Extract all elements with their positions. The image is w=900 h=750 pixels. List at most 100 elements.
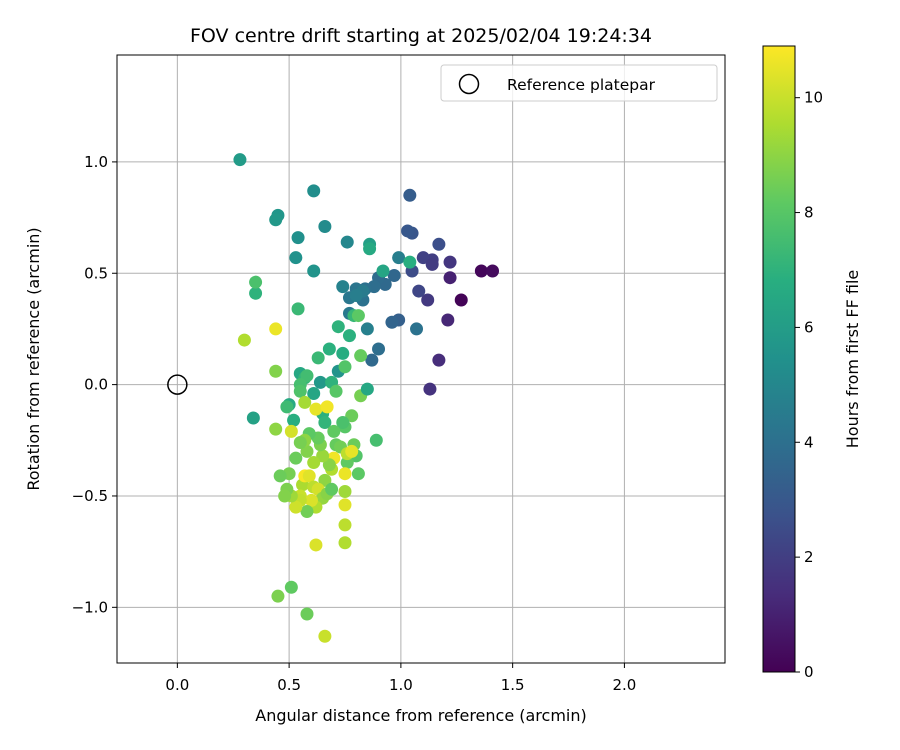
data-point — [289, 251, 303, 265]
data-point — [369, 433, 383, 447]
data-point — [269, 364, 283, 378]
data-point — [329, 384, 343, 398]
x-tick-label: 1.5 — [501, 676, 525, 694]
y-tick-label: 0.0 — [84, 376, 108, 394]
data-point — [313, 375, 327, 389]
data-point — [269, 213, 283, 227]
data-point — [320, 400, 334, 414]
data-point — [425, 257, 439, 271]
data-point — [246, 411, 260, 425]
data-point — [269, 322, 283, 336]
data-point — [423, 382, 437, 396]
data-point — [351, 467, 365, 481]
data-point — [486, 264, 500, 278]
data-point — [365, 353, 379, 367]
x-tick-label: 0.0 — [165, 676, 189, 694]
data-point — [233, 153, 247, 167]
x-axis-label: Angular distance from reference (arcmin) — [255, 706, 586, 725]
reference-marker — [167, 374, 188, 395]
data-point — [249, 275, 263, 289]
x-tick-label: 2.0 — [612, 676, 636, 694]
data-point — [300, 444, 314, 458]
data-point — [300, 369, 314, 383]
x-tick-label: 0.5 — [277, 676, 301, 694]
legend-entry: Reference platepar — [507, 76, 656, 94]
data-point — [284, 580, 298, 594]
data-point — [360, 322, 374, 336]
data-point — [338, 360, 352, 374]
data-point — [443, 255, 457, 269]
data-point — [338, 467, 352, 481]
data-point — [269, 422, 283, 436]
data-point — [403, 188, 417, 202]
data-point — [271, 589, 285, 603]
data-point — [376, 264, 390, 278]
data-point — [340, 456, 354, 470]
colorbar-tick-label: 2 — [804, 548, 814, 566]
y-axis-ticks: −1.0 −0.5 0.0 0.5 1.0 — [72, 153, 117, 616]
grid-lines — [117, 55, 725, 663]
data-point — [318, 219, 332, 233]
data-point — [322, 342, 336, 356]
data-point — [340, 235, 354, 249]
data-point — [338, 518, 352, 532]
plot-frame — [116, 54, 726, 664]
legend: Reference platepar — [440, 64, 718, 102]
data-point — [307, 184, 321, 198]
y-tick-label: −1.0 — [72, 598, 108, 616]
data-point — [302, 469, 316, 483]
colorbar-label: Hours from first FF file — [843, 270, 862, 449]
data-point — [403, 255, 417, 269]
data-point — [289, 451, 303, 465]
data-point — [237, 333, 251, 347]
colorbar-tick-label: 0 — [804, 663, 814, 681]
data-point — [293, 384, 307, 398]
data-point — [345, 409, 359, 423]
y-tick-label: −0.5 — [72, 487, 108, 505]
data-point — [421, 293, 435, 307]
data-point — [300, 607, 314, 621]
data-point — [354, 349, 368, 363]
data-point — [336, 346, 350, 360]
data-point — [338, 536, 352, 550]
colorbar-tick-label: 10 — [804, 89, 823, 107]
data-point — [318, 473, 332, 487]
data-point — [307, 456, 321, 470]
data-point — [338, 498, 352, 512]
legend-box — [440, 64, 718, 102]
data-point — [309, 538, 323, 552]
data-points — [233, 153, 500, 643]
data-point — [336, 280, 350, 294]
data-point — [385, 315, 399, 329]
data-point — [278, 489, 292, 503]
data-point — [474, 264, 488, 278]
data-point — [351, 309, 365, 323]
data-point — [311, 351, 325, 365]
data-point — [454, 293, 468, 307]
data-point — [387, 268, 401, 282]
data-point — [307, 387, 321, 401]
y-tick-label: 1.0 — [84, 153, 108, 171]
data-point — [401, 224, 415, 238]
data-point — [441, 313, 455, 327]
data-point — [432, 353, 446, 367]
data-point — [416, 251, 430, 265]
data-point — [349, 289, 363, 303]
data-point — [325, 482, 339, 496]
legend-marker — [458, 73, 480, 95]
x-tick-label: 1.0 — [389, 676, 413, 694]
data-point — [392, 251, 406, 265]
data-point — [289, 500, 303, 514]
y-tick-label: 0.5 — [84, 264, 108, 282]
data-point — [291, 302, 305, 316]
data-point — [309, 402, 323, 416]
data-point — [307, 264, 321, 278]
data-point — [316, 449, 330, 463]
data-point — [273, 469, 287, 483]
data-point — [331, 320, 345, 334]
data-point — [336, 415, 350, 429]
chart-title: FOV centre drift starting at 2025/02/04 … — [190, 25, 652, 47]
data-point — [327, 424, 341, 438]
data-point — [293, 436, 307, 450]
data-point — [363, 242, 377, 256]
